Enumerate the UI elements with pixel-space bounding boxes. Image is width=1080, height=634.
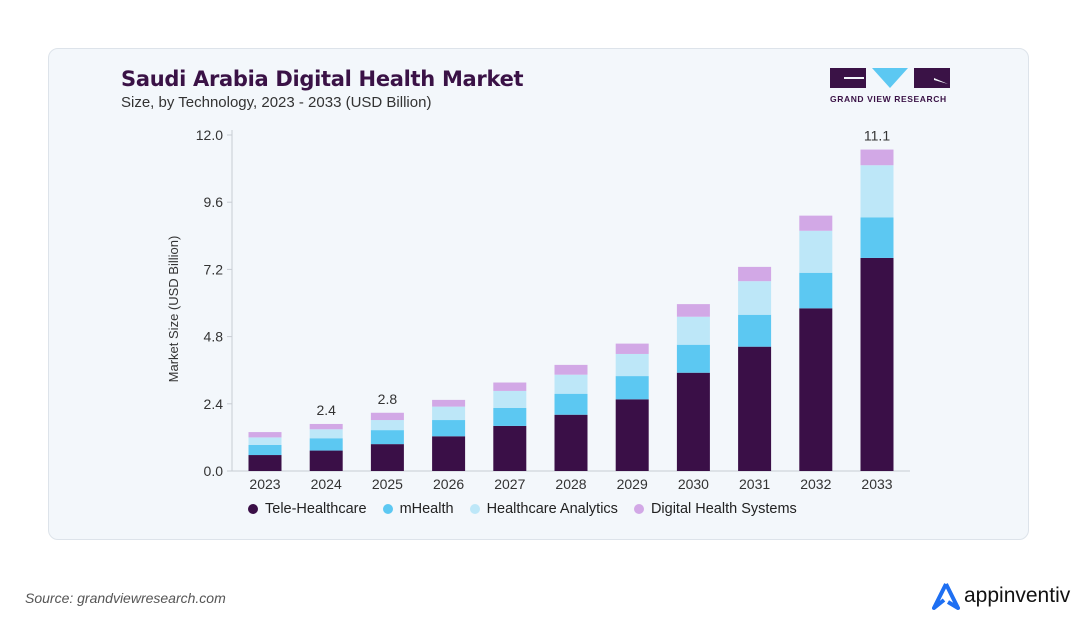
x-tick-label: 2025 xyxy=(372,476,403,492)
bar-segment-healthcare-analytics xyxy=(493,390,527,408)
bar-segment-healthcare-analytics xyxy=(370,420,404,431)
bar-segment-tele-healthcare xyxy=(370,444,404,471)
bar-segment-healthcare-analytics xyxy=(860,165,894,218)
bar-segment-mhealth xyxy=(799,272,833,309)
y-tick-label: 4.8 xyxy=(204,329,224,345)
legend-dot-icon xyxy=(633,504,644,514)
bar-segment-healthcare-analytics xyxy=(738,281,772,315)
legend-item: Healthcare Analytics xyxy=(469,501,618,517)
bar-segment-digital-health-systems xyxy=(248,432,282,438)
bar-segment-mhealth xyxy=(370,430,404,445)
bar-segment-digital-health-systems xyxy=(370,412,404,421)
bar-segment-tele-healthcare xyxy=(309,450,343,471)
legend-dot-icon xyxy=(248,504,258,514)
bar-segment-digital-health-systems xyxy=(860,149,894,166)
legend-dot-icon xyxy=(382,504,393,514)
legend-label: Healthcare Analytics xyxy=(486,501,618,517)
legend: Tele-Healthcare mHealth Healthcare Analyti… xyxy=(248,501,797,517)
bar-segment-healthcare-analytics xyxy=(248,437,282,445)
bar-segment-digital-health-systems xyxy=(676,304,710,317)
bar-segment-digital-health-systems xyxy=(615,343,649,354)
x-tick-label: 2029 xyxy=(617,476,648,492)
bar-segment-mhealth xyxy=(493,408,527,426)
legend-label: Tele-Healthcare xyxy=(265,501,367,517)
y-tick-label: 9.6 xyxy=(204,194,224,210)
bar-segment-mhealth xyxy=(860,217,894,258)
x-tick-label: 2032 xyxy=(800,476,831,492)
bar-segment-healthcare-analytics xyxy=(799,230,833,273)
brand-name: appinventiv xyxy=(964,584,1071,607)
y-tick-label: 12.0 xyxy=(196,127,223,143)
bar-segment-tele-healthcare xyxy=(860,257,894,471)
grand-view-research-logo xyxy=(830,68,950,88)
bar-segment-healthcare-analytics xyxy=(554,374,588,394)
bar-segment-digital-health-systems xyxy=(554,364,588,375)
legend-dot-icon xyxy=(469,504,480,514)
bar-segment-tele-healthcare xyxy=(676,372,710,471)
chart-subtitle: Size, by Technology, 2023 - 2033 (USD Bi… xyxy=(121,94,432,111)
bar-segment-digital-health-systems xyxy=(432,399,466,407)
bar-segment-digital-health-systems xyxy=(309,423,343,430)
data-label: 2.4 xyxy=(316,402,336,418)
logo-text: GRAND VIEW RESEARCH xyxy=(830,94,947,104)
data-label: 11.1 xyxy=(864,128,890,144)
appinventiv-brand: appinventiv xyxy=(932,582,1070,610)
y-tick-label: 2.4 xyxy=(204,396,224,412)
bar-segment-healthcare-analytics xyxy=(676,316,710,345)
bar-segment-mhealth xyxy=(309,438,343,451)
x-tick-label: 2023 xyxy=(249,476,280,492)
source-text: Source: grandviewresearch.com xyxy=(25,590,226,606)
x-tick-label: 2026 xyxy=(433,476,464,492)
bar-segment-mhealth xyxy=(615,376,649,400)
appinventiv-logo-icon xyxy=(932,583,960,610)
bar-segment-healthcare-analytics xyxy=(309,429,343,439)
legend-item: Digital Health Systems xyxy=(633,501,797,517)
bar-segment-mhealth xyxy=(248,444,282,456)
x-tick-label: 2028 xyxy=(555,476,586,492)
y-axis-title: Market Size (USD Billion) xyxy=(166,236,181,383)
bar-segment-digital-health-systems xyxy=(493,382,527,391)
x-tick-label: 2031 xyxy=(739,476,770,492)
chart-title: Saudi Arabia Digital Health Market xyxy=(121,67,524,91)
bar-segment-tele-healthcare xyxy=(432,436,466,471)
x-tick-label: 2030 xyxy=(678,476,709,492)
x-tick-label: 2024 xyxy=(311,476,342,492)
x-tick-label: 2033 xyxy=(861,476,892,492)
bar-segment-tele-healthcare xyxy=(615,399,649,471)
bar-segment-tele-healthcare xyxy=(554,414,588,471)
data-label: 2.8 xyxy=(378,391,398,407)
y-tick-label: 0.0 xyxy=(204,463,224,479)
bar-segment-tele-healthcare xyxy=(738,346,772,471)
bar-segment-mhealth xyxy=(676,344,710,373)
bar-segment-healthcare-analytics xyxy=(432,406,466,421)
bar-segment-tele-healthcare xyxy=(493,425,527,471)
legend-item: mHealth xyxy=(382,501,454,517)
bar-segment-mhealth xyxy=(554,393,588,415)
bar-segment-mhealth xyxy=(738,314,772,347)
bar-segment-tele-healthcare xyxy=(799,308,833,471)
bar-segment-mhealth xyxy=(432,420,466,437)
bar-segment-digital-health-systems xyxy=(738,266,772,282)
legend-label: Digital Health Systems xyxy=(650,501,797,517)
legend-label: mHealth xyxy=(399,501,454,517)
bar-segment-digital-health-systems xyxy=(799,215,833,231)
bar-segment-tele-healthcare xyxy=(248,455,282,471)
bar-segment-healthcare-analytics xyxy=(615,353,649,377)
y-tick-label: 7.2 xyxy=(204,261,224,277)
x-tick-label: 2027 xyxy=(494,476,525,492)
legend-item: Tele-Healthcare xyxy=(248,501,367,517)
